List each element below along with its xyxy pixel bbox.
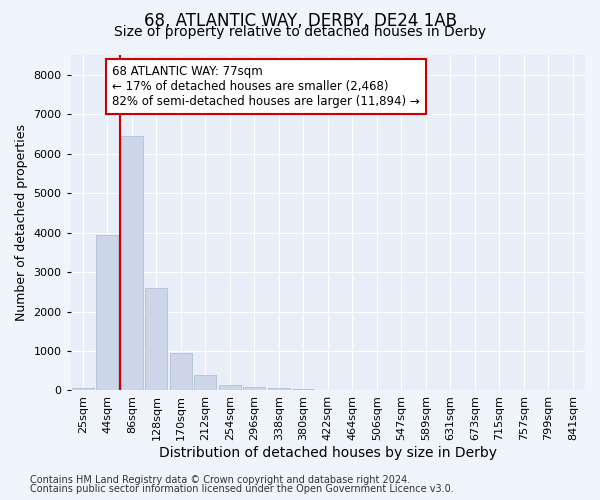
Bar: [194, 374, 217, 390]
Bar: [219, 386, 241, 390]
Bar: [268, 388, 290, 390]
Bar: [121, 136, 143, 390]
Text: Size of property relative to detached houses in Derby: Size of property relative to detached ho…: [114, 25, 486, 39]
Bar: [145, 288, 167, 390]
Text: 68 ATLANTIC WAY: 77sqm
← 17% of detached houses are smaller (2,468)
82% of semi-: 68 ATLANTIC WAY: 77sqm ← 17% of detached…: [112, 65, 419, 108]
Text: 68, ATLANTIC WAY, DERBY, DE24 1AB: 68, ATLANTIC WAY, DERBY, DE24 1AB: [143, 12, 457, 30]
Bar: [97, 234, 118, 390]
Text: Contains public sector information licensed under the Open Government Licence v3: Contains public sector information licen…: [30, 484, 454, 494]
Bar: [292, 389, 314, 390]
X-axis label: Distribution of detached houses by size in Derby: Distribution of detached houses by size …: [159, 446, 497, 460]
Bar: [244, 386, 265, 390]
Bar: [72, 388, 94, 390]
Text: Contains HM Land Registry data © Crown copyright and database right 2024.: Contains HM Land Registry data © Crown c…: [30, 475, 410, 485]
Bar: [170, 353, 192, 391]
Y-axis label: Number of detached properties: Number of detached properties: [15, 124, 28, 321]
